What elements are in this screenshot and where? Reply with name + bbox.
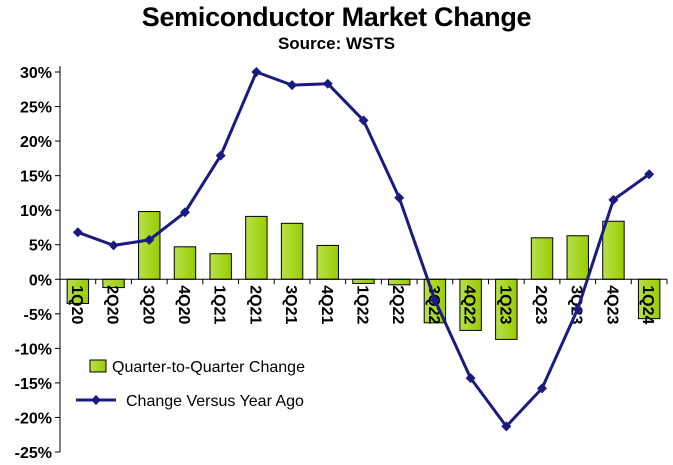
bars-layer (66, 211, 661, 340)
x-tick-label: 4Q21 (318, 285, 335, 324)
chart-title: Semiconductor Market Change (141, 2, 532, 32)
bar-2Q23 (530, 237, 554, 280)
line-point-4Q22 (465, 373, 476, 384)
x-tick-label: 2Q22 (389, 285, 406, 324)
line-layer (72, 67, 655, 432)
y-tick-label: 25% (20, 100, 52, 117)
bar-4Q20 (173, 246, 197, 280)
chart-subtitle: Source: WSTS (277, 34, 396, 53)
line-point-1Q20 (72, 227, 83, 238)
bar-4Q21 (316, 244, 340, 280)
line-point-3Q23 (572, 303, 583, 314)
line-point-1Q23 (501, 421, 512, 432)
y-tick-label: 5% (29, 238, 52, 255)
y-tick-label: -10% (15, 341, 52, 358)
bar-1Q22 (352, 278, 375, 284)
bar-3Q21 (280, 222, 304, 280)
y-tick-label: -15% (15, 376, 52, 393)
bar-3Q20 (138, 211, 161, 280)
line-point-1Q21 (215, 150, 226, 161)
y-tick-label: 10% (20, 203, 52, 220)
x-tick-label: 1Q24 (639, 285, 656, 324)
line-point-3Q21 (287, 80, 298, 91)
x-tick-label: 4Q23 (603, 285, 620, 324)
legend-bar-swatch (89, 359, 107, 373)
line-point-4Q20 (179, 207, 190, 218)
line-point-4Q21 (322, 78, 333, 89)
x-tick-label: 3Q20 (139, 285, 156, 324)
line-point-2Q22 (394, 192, 405, 203)
line-point-2Q20 (108, 240, 119, 251)
bar-1Q21 (209, 253, 232, 280)
legend-label-quarter-to-quarter: Quarter-to-Quarter Change (112, 359, 305, 376)
bar-2Q22 (387, 278, 411, 286)
line-point-4Q23 (608, 194, 619, 205)
y-tick-label: -20% (15, 410, 52, 427)
x-tick-labels: 1Q20 2Q20 3Q20 4Q20 1Q21 2Q21 3Q21 4Q21 1Q22 2Q22… (68, 285, 656, 324)
bar-2Q21 (245, 215, 268, 280)
y-tick-label: 20% (20, 134, 52, 151)
x-tick-label: 4Q22 (461, 285, 478, 324)
y-tick-label: 30% (20, 65, 52, 82)
x-tick-label: 1Q20 (68, 285, 85, 324)
x-tick-label: 1Q21 (211, 285, 228, 324)
x-tick-label: 1Q22 (354, 285, 371, 324)
y-tick-label: -25% (15, 445, 52, 462)
x-tick-label: 2Q20 (104, 285, 121, 324)
y-tick-label: 15% (20, 169, 52, 186)
x-tick-label: 3Q22 (425, 285, 442, 324)
x-tick-label: 2Q23 (532, 285, 549, 324)
line-point-3Q22 (429, 295, 440, 305)
axes-layer: 30% 25% 20% 15% 10% 5% 0% -5% -10% -15% -20% -25% (15, 65, 668, 462)
legend-label-year-ago: Change Versus Year Ago (126, 393, 304, 410)
line-point-2Q23 (537, 383, 548, 394)
x-tick-label: 1Q23 (496, 285, 513, 324)
bar-3Q23 (566, 235, 589, 280)
y-tick-label: 0% (29, 272, 52, 289)
legend-line-marker (91, 395, 101, 405)
line-point-3Q20 (144, 234, 155, 245)
y-tick-label: -5% (24, 307, 52, 324)
line-point-1Q22 (358, 115, 369, 126)
x-tick-label: 2Q21 (246, 285, 263, 324)
x-tick-label: 3Q21 (282, 285, 299, 324)
x-tick-label: 3Q23 (568, 285, 585, 324)
x-tick-label: 4Q20 (175, 285, 192, 324)
line-point-2Q21 (251, 67, 262, 77)
bar-4Q23 (602, 220, 625, 280)
line-point-1Q24 (644, 169, 655, 180)
legend: Quarter-to-Quarter Change Change Versus Y… (76, 359, 305, 410)
